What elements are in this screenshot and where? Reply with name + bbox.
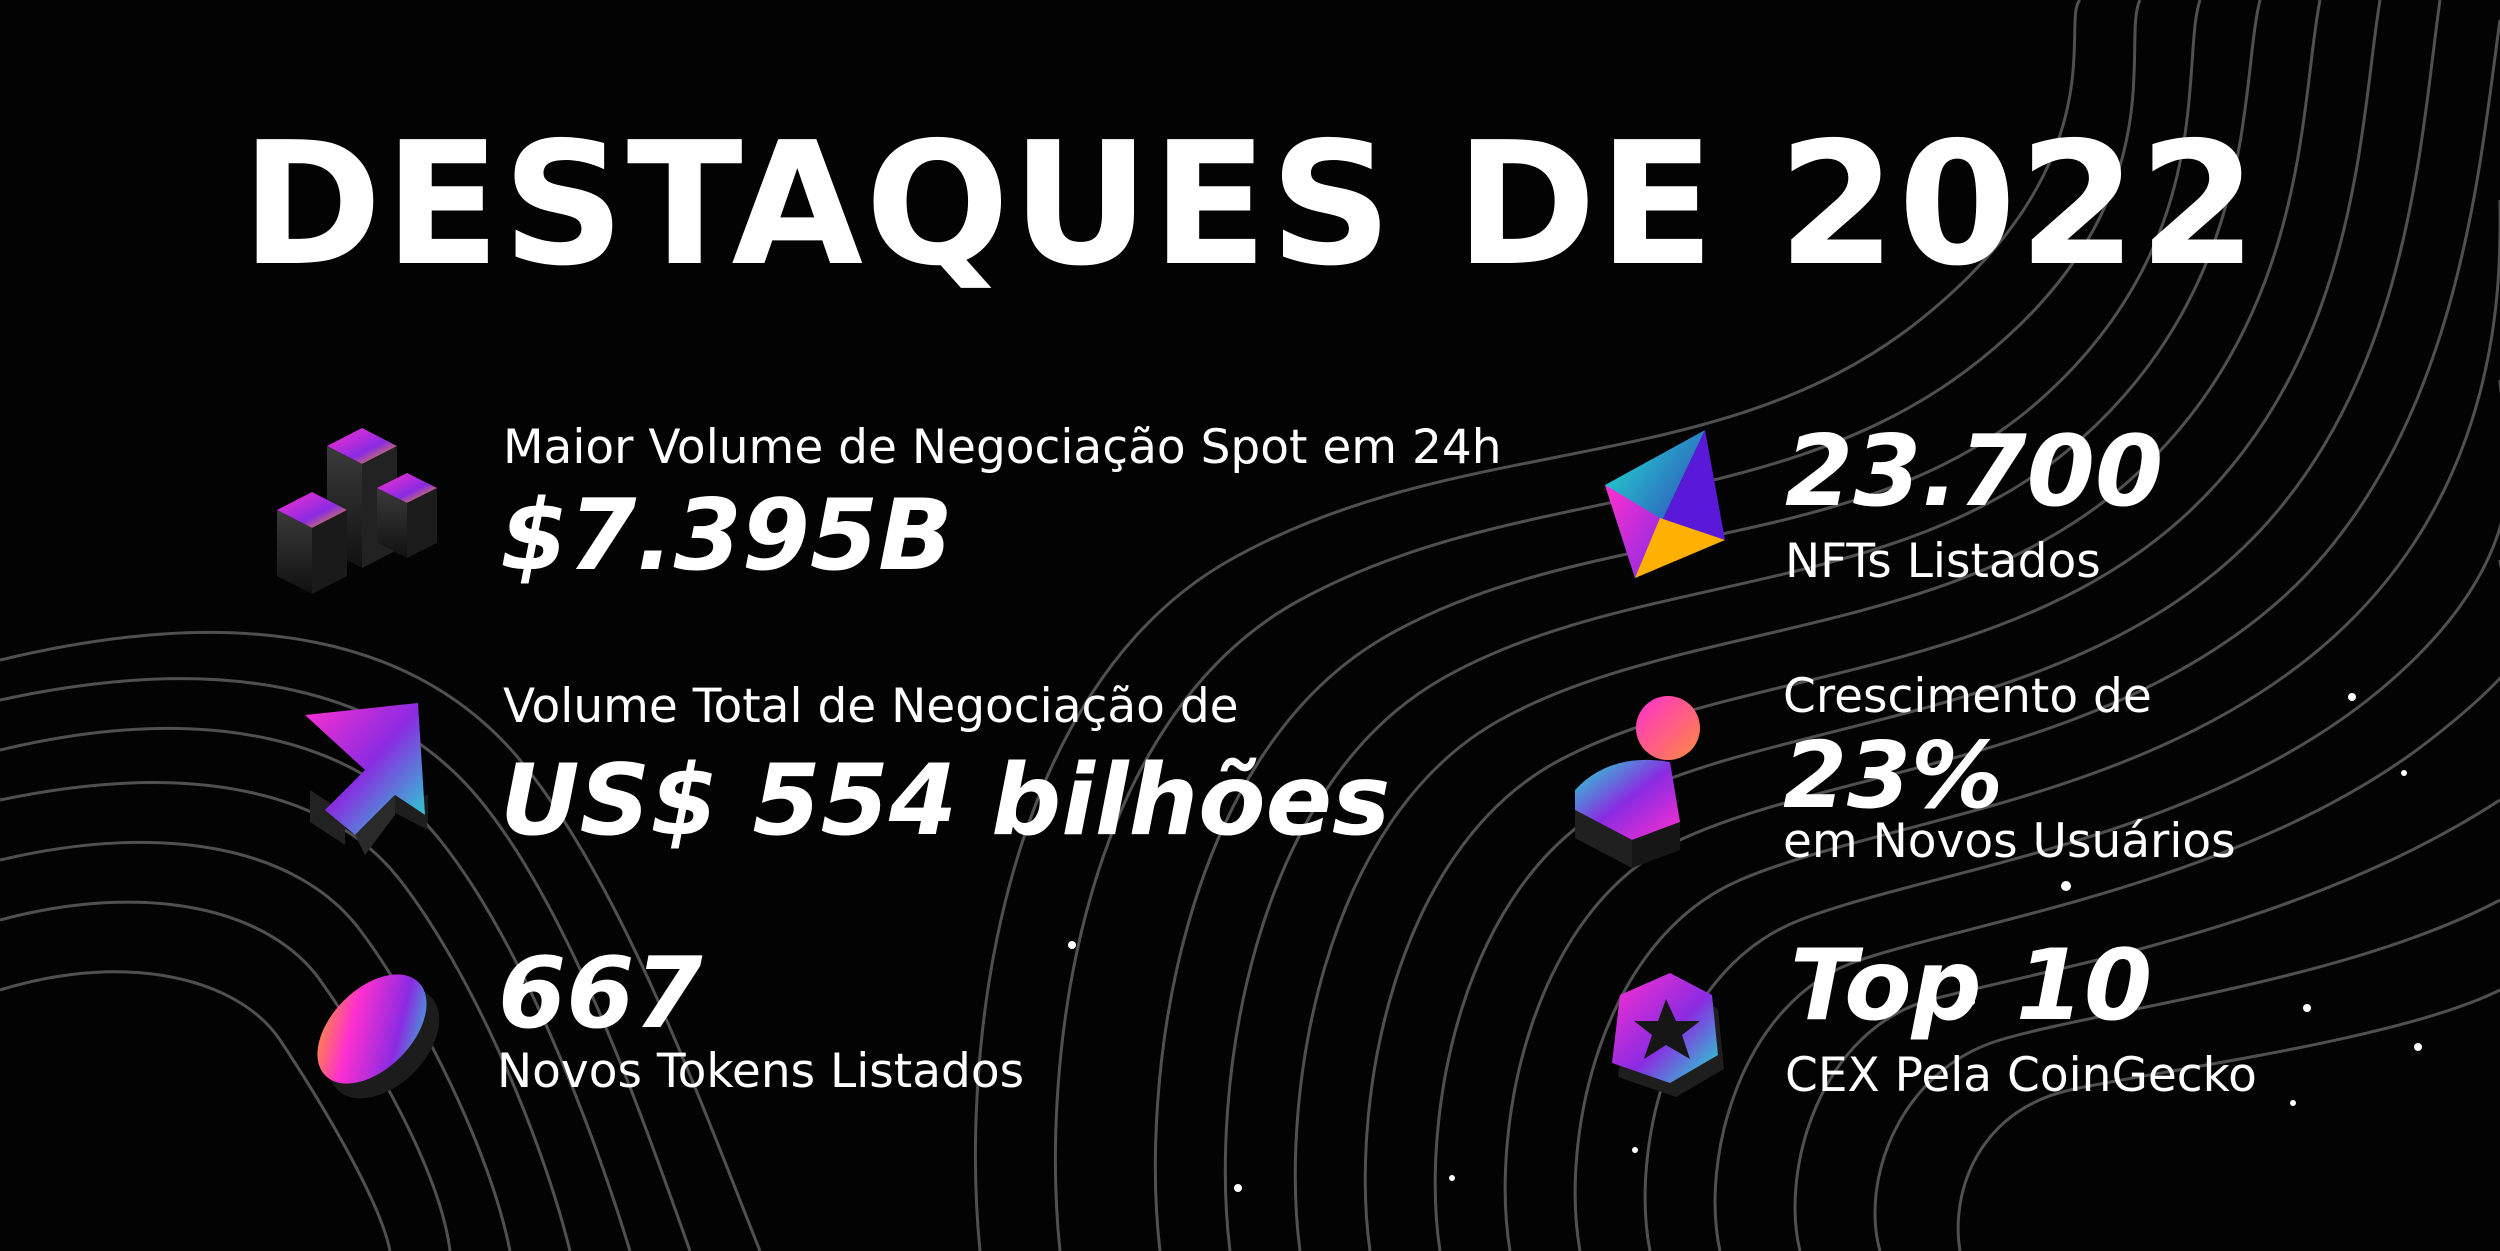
spot-volume-label: Maior Volume de Negociação Spot em 24h (503, 420, 1502, 475)
new-users-label: em Novos Usuários (1783, 814, 2236, 869)
page-title: DESTAQUES DE 2022 (241, 106, 2259, 304)
bar-blocks-icon (272, 418, 457, 598)
total-volume-value: US$ 554 bilhões (500, 744, 1391, 858)
coingecko-label: CEX Pela CoinGecko (1785, 1048, 2257, 1103)
nft-gem-icon (1600, 430, 1730, 580)
nfts-value: 23.700 (1785, 415, 2164, 529)
new-tokens-label: Novos Tokens Listados (497, 1044, 1025, 1099)
token-coin-icon (302, 955, 452, 1105)
growth-value: 23% (1783, 722, 2004, 829)
growth-label: Crescimento de (1783, 669, 2152, 724)
new-tokens-value: 667 (498, 937, 703, 1051)
spot-volume-value: $7.395B (500, 479, 953, 593)
total-volume-label: Volume Total de Negociação de (503, 679, 1239, 734)
star-badge-icon (1590, 955, 1740, 1105)
nfts-label: NFTs Listados (1785, 534, 2101, 589)
arrow-up-icon (300, 695, 440, 855)
user-icon (1570, 690, 1710, 870)
top10-value: Top 10 (1790, 929, 2153, 1043)
